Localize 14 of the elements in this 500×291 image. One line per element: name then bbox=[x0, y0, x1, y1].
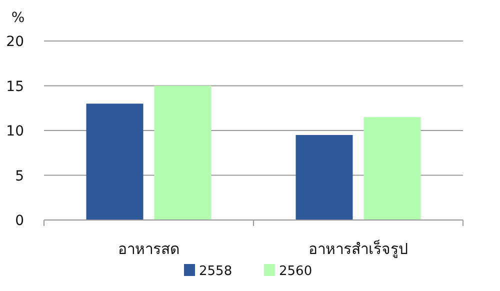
bar bbox=[364, 117, 421, 220]
bar bbox=[296, 134, 353, 220]
bar bbox=[154, 86, 212, 220]
x-tick-label: อาหารสำเร็จรูป bbox=[308, 239, 408, 258]
y-tick-label: 20 bbox=[6, 34, 24, 50]
legend-label: 2560 bbox=[279, 264, 312, 279]
y-axis-title: % bbox=[11, 10, 25, 26]
y-tick-label: 0 bbox=[15, 213, 24, 229]
x-tick-label: อาหารสด bbox=[118, 240, 180, 258]
y-tick-label: 15 bbox=[6, 78, 24, 95]
legend-label: 2558 bbox=[199, 264, 232, 279]
bar bbox=[86, 104, 144, 220]
y-tick-label: 5 bbox=[15, 168, 24, 184]
y-tick-label: 10 bbox=[6, 124, 24, 140]
